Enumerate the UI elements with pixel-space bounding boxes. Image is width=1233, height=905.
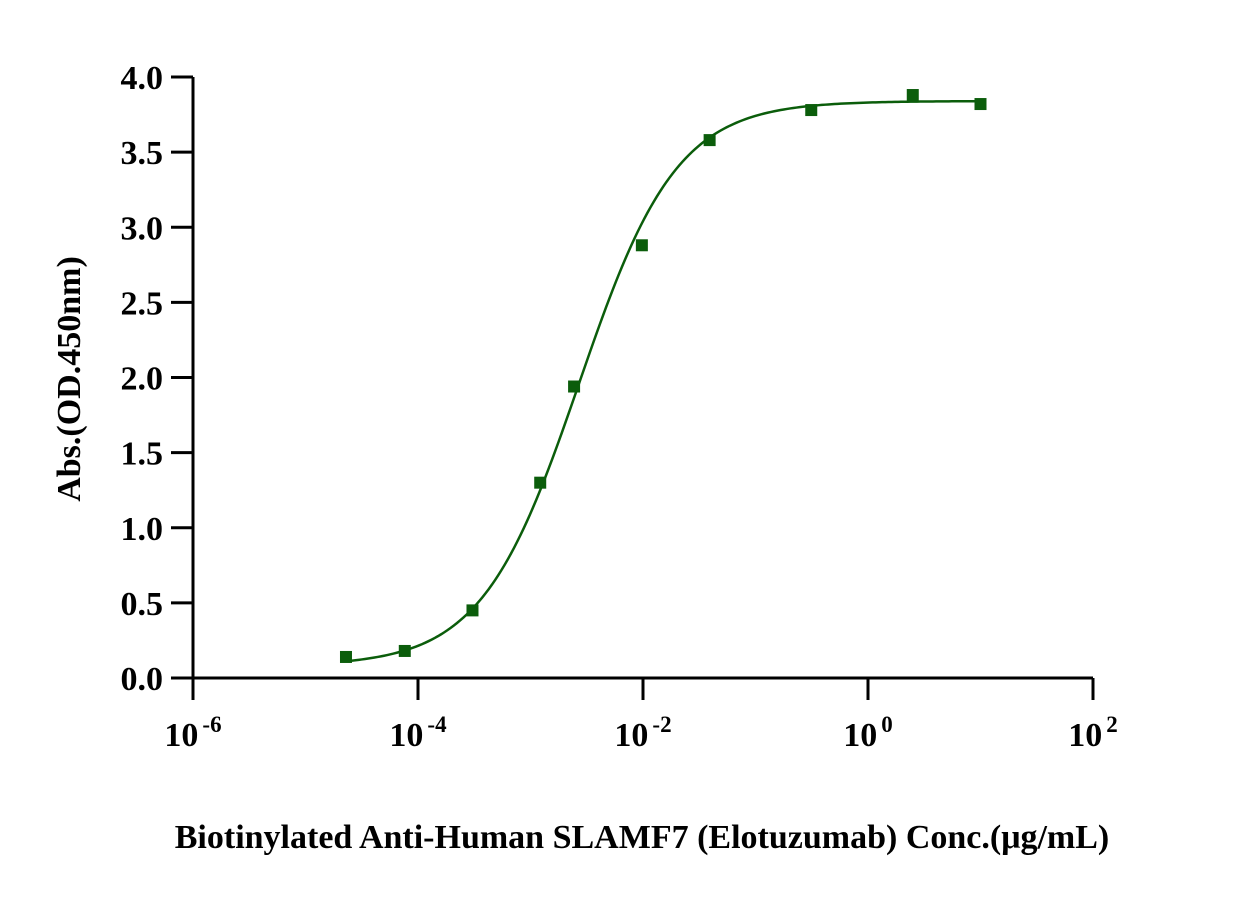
data-point [974, 98, 987, 111]
data-point [906, 89, 919, 102]
y-tick-label: 1.5 [121, 436, 164, 473]
x-tick-label: 10 -4 [389, 712, 447, 754]
x-ticks: 10 -6 10 -4 10 -2 10 0 10 2 [164, 678, 1118, 754]
x-tick-label: 10 2 [1068, 712, 1118, 754]
y-axis-title: Abs.(OD.450nm) [51, 256, 88, 502]
data-point [568, 380, 581, 393]
fit-curve-group [345, 99, 981, 663]
axes [191, 77, 1093, 680]
x-tick-label: 10 0 [843, 712, 893, 754]
y-tick-label: 2.5 [121, 285, 164, 322]
y-tick-label: 3.0 [121, 210, 164, 247]
data-points [339, 89, 987, 663]
data-point [805, 104, 818, 117]
x-axis-title: Biotinylated Anti-Human SLAMF7 (Elotuzum… [175, 819, 1110, 856]
x-tick-label: 10 -2 [614, 712, 671, 754]
data-point [635, 239, 648, 252]
y-tick-label: 4.0 [121, 60, 164, 97]
data-point [466, 604, 479, 617]
y-tick-label: 3.5 [121, 135, 164, 172]
fit-curve [345, 99, 981, 663]
data-point [534, 476, 547, 489]
data-point [339, 650, 352, 663]
y-tick-label: 0.5 [121, 586, 164, 623]
y-tick-label: 1.0 [121, 511, 164, 548]
y-ticks: 0.0 0.5 1.0 1.5 2.0 2.5 3.0 3.5 4.0 [121, 60, 193, 698]
y-tick-label: 0.0 [121, 661, 164, 698]
y-tick-label: 2.0 [121, 361, 164, 398]
data-point [703, 134, 716, 147]
x-tick-label: 10 -6 [164, 712, 221, 754]
data-point [398, 644, 411, 657]
